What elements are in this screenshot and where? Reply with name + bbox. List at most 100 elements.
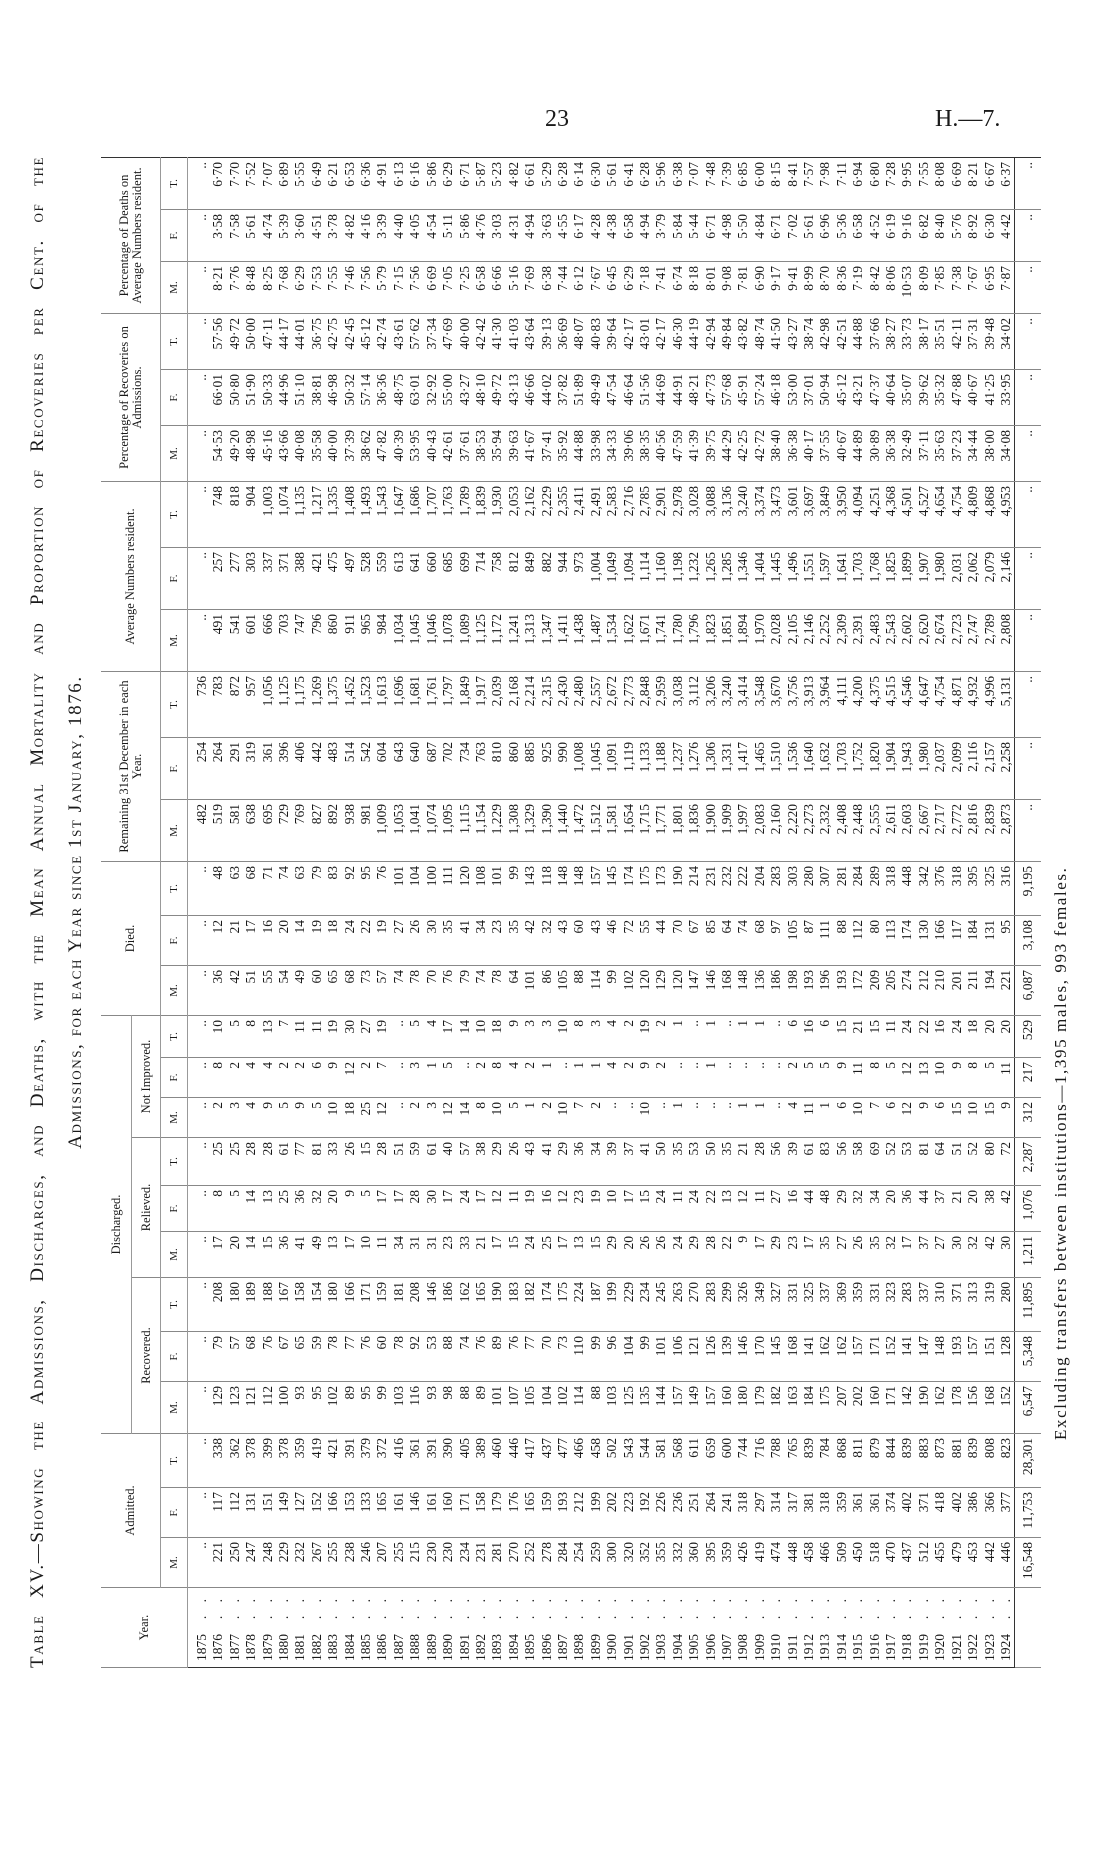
year-label: 1886: [374, 1634, 390, 1661]
table-cell: 8·99: [801, 261, 818, 314]
table-cell: 68: [243, 861, 260, 916]
table-cell: 360: [686, 1537, 703, 1588]
table-row: 1911. . 448 317 765 163 168 331 23 16 39 4 2 6 198 105…: [784, 157, 802, 1668]
table-cell: 6·74: [669, 261, 687, 314]
table-cell: 2,273: [801, 799, 818, 862]
table-cell: 6: [784, 1015, 802, 1058]
table-cell: 2,062: [965, 547, 982, 610]
table-cell: 53: [899, 1137, 916, 1186]
year-label: 1898: [571, 1634, 587, 1661]
table-cell: 171: [866, 1331, 884, 1382]
table-cell: 21: [472, 1231, 490, 1278]
table-cell: 99: [374, 1381, 391, 1434]
table-cell: 44·88: [850, 313, 867, 370]
table-cell: 14: [456, 1097, 473, 1138]
table-cell: 399: [259, 1433, 277, 1488]
table-row: 1896. . 278 159 437 104 70 174 25 16 41 2 1 3 86 32 118…: [538, 157, 555, 1668]
table-cell: 263: [669, 1277, 687, 1332]
table-cell: 5: [407, 1015, 424, 1058]
table-cell: 736: [187, 671, 211, 738]
table-cell: 1,696: [390, 671, 408, 738]
table-cell: 4·91: [374, 157, 391, 210]
table-cell: 810: [489, 737, 506, 800]
table-cell: 27: [833, 1231, 851, 1278]
leader-dots: . .: [587, 1594, 603, 1620]
table-cell: 47·73: [702, 369, 719, 426]
table-cell: 2,099: [948, 737, 966, 800]
table-cell: 1,160: [653, 547, 670, 610]
totals-row: 16,548 11,753 28,301 6,547 5,348 11,895 1,211 1…: [1014, 157, 1042, 1668]
table-cell: 42·17: [653, 313, 670, 370]
table-row: 1899. . 259 199 458 88 99 187 15 19 34 2 1 3 114 43 157…: [587, 157, 605, 1668]
year-label: 1903: [653, 1634, 669, 1661]
table-cell: 56: [768, 1137, 785, 1186]
table-cell: 744: [735, 1433, 752, 1488]
table-cell: 981: [358, 799, 375, 862]
table-cell: 95: [997, 915, 1015, 966]
table-cell: 48: [817, 1185, 834, 1232]
table-cell: 17: [374, 1185, 391, 1232]
table-cell: 43·64: [522, 313, 539, 370]
table-cell: 1,241: [505, 609, 523, 672]
leader-dots: . .: [866, 1594, 882, 1620]
table-cell: 3,112: [686, 671, 703, 738]
table-cell: 9: [997, 1097, 1015, 1138]
table-cell: 1,930: [489, 481, 506, 548]
table-cell: 46·64: [620, 369, 637, 426]
table-cell: 6·95: [981, 261, 998, 314]
subheader-recovered-f: F.: [160, 1331, 188, 1382]
year-cell: 1911. .: [785, 1588, 801, 1668]
table-cell: 3·60: [292, 209, 309, 262]
table-cell: 4,996: [981, 671, 998, 738]
table-cell: 20: [325, 1185, 342, 1232]
table-cell: 4·40: [390, 209, 408, 262]
table-cell: 106: [669, 1331, 687, 1382]
table-cell: 179: [489, 1487, 506, 1538]
totals-cell: 6,547: [1014, 1381, 1042, 1434]
table-cell: 57·14: [358, 369, 375, 426]
table-cell: 860: [505, 737, 523, 800]
table-cell: 1,089: [456, 609, 473, 672]
table-cell: 31: [407, 1231, 424, 1278]
table-cell: 22: [719, 1231, 736, 1278]
statistics-table: Year. Admitted. Discharged. Died. Remain…: [101, 157, 1042, 1668]
table-cell: 3,964: [817, 671, 834, 738]
table-cell: 130: [915, 915, 933, 966]
table-cell: 2,611: [883, 799, 900, 862]
footnote: Excluding transfers between institutions…: [1051, 866, 1070, 1440]
table-cell: 402: [899, 1487, 916, 1538]
table-cell: 1,265: [702, 547, 719, 610]
totals-cell: ..: [1014, 209, 1042, 262]
table-cell: 5: [981, 1057, 998, 1098]
table-cell: 133: [358, 1487, 375, 1538]
table-cell: 78: [390, 1331, 408, 1382]
table-cell: 6·30: [981, 209, 998, 262]
table-cell: 10: [554, 1097, 572, 1138]
table-cell: 111: [817, 915, 834, 966]
table-cell: 37·39: [341, 425, 359, 482]
header-year: Year.: [101, 1587, 188, 1668]
table-cell: 1,049: [604, 547, 621, 610]
table-cell: 4,868: [981, 481, 998, 548]
table-cell: ..: [735, 1057, 752, 1098]
header-died: Died.: [101, 861, 161, 1016]
table-row: 1915. . 450 361 811 202 157 359 26 32 58 10 11 21 172…: [850, 157, 867, 1668]
table-cell: 1,347: [538, 609, 555, 672]
table-cell: 160: [866, 1381, 884, 1434]
table-cell: 17: [620, 1185, 637, 1232]
year-cell: 1876. .: [210, 1588, 226, 1668]
table-cell: 24: [669, 1231, 687, 1278]
table-cell: 45·12: [833, 369, 851, 426]
table-cell: 44·01: [292, 313, 309, 370]
table-cell: 5·50: [735, 209, 752, 262]
table-cell: 6·58: [620, 209, 637, 262]
table-cell: 67: [686, 915, 703, 966]
table-cell: 103: [390, 1381, 408, 1434]
table-cell: 36: [899, 1185, 916, 1232]
year-label: 1887: [390, 1634, 406, 1661]
table-cell: 11: [505, 1185, 523, 1232]
table-cell: 528: [358, 547, 375, 610]
table-cell: 17: [390, 1185, 408, 1232]
table-cell: 3,849: [817, 481, 834, 548]
table-cell: 2,789: [981, 609, 998, 672]
